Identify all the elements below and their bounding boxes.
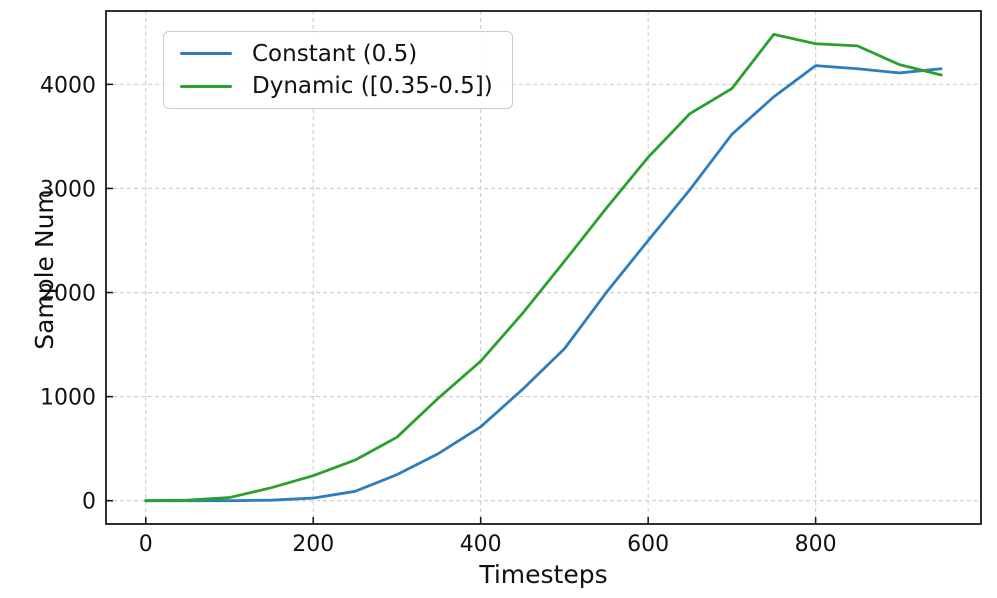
legend: Constant (0.5) Dynamic ([0.35-0.5]) <box>163 31 513 109</box>
x-tick-label: 400 <box>460 532 502 557</box>
y-tick-label: 2000 <box>40 282 96 307</box>
series-line-dynamic <box>144 33 943 503</box>
legend-label-dynamic: Dynamic ([0.35-0.5]) <box>252 73 493 100</box>
plot-border <box>105 10 982 525</box>
x-tick-label: 600 <box>627 532 669 557</box>
legend-line-sample-dynamic <box>180 84 232 89</box>
legend-label-constant: Constant (0.5) <box>252 40 418 67</box>
legend-entry-constant: Constant (0.5) <box>164 41 512 67</box>
y-axis-label: Sample Num <box>30 189 59 350</box>
y-tick-label: 1000 <box>40 386 96 411</box>
legend-line-sample-constant <box>180 51 232 56</box>
x-tick-label: 0 <box>139 532 153 557</box>
x-tick-label: 200 <box>292 532 334 557</box>
y-tick-label: 0 <box>82 490 96 515</box>
y-tick-label: 3000 <box>40 177 96 202</box>
x-tick-label: 800 <box>795 532 837 557</box>
series-line-constant <box>144 64 943 503</box>
legend-entry-dynamic: Dynamic ([0.35-0.5]) <box>164 73 512 99</box>
y-tick-label: 4000 <box>40 73 96 98</box>
x-axis-label: Timesteps <box>479 560 608 589</box>
